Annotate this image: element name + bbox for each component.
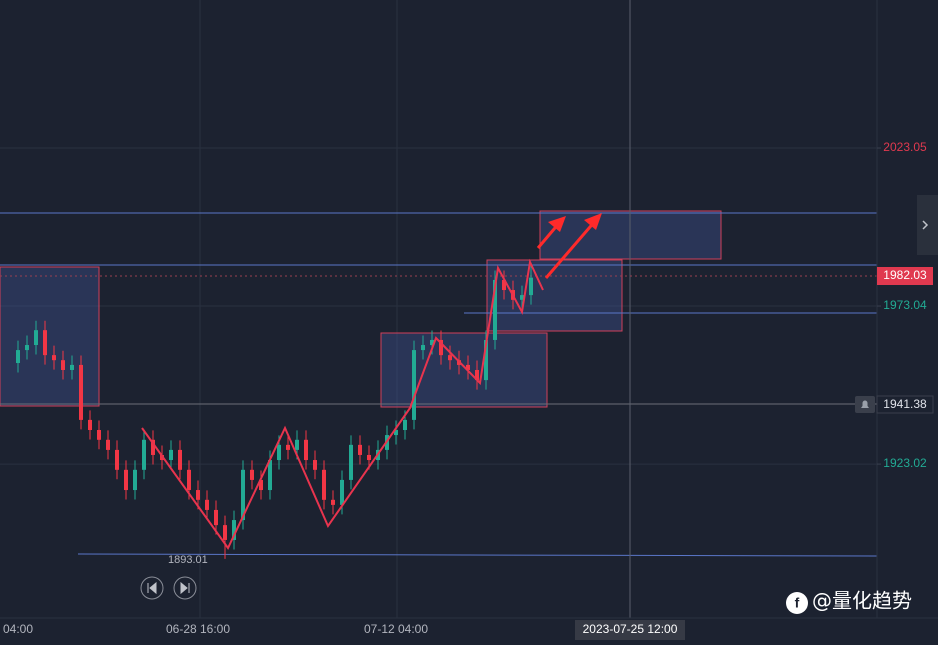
arrow-head [548,216,566,232]
candle-body [151,439,155,455]
candle-body [187,469,191,491]
candle-body [196,490,200,500]
zone-box [486,259,623,332]
candle-body [133,469,137,491]
candle-body [313,460,317,470]
candle-body [61,360,65,370]
candle-body [79,364,83,420]
candle-body [502,279,506,291]
arrows [536,213,602,279]
x-tick-label: 06-28 16:00 [166,622,230,636]
time-axis: 04:00 06-28 16:00 07-12 04:00 2023-07-25 12… [3,620,685,640]
candle-body [331,499,335,505]
candle-body [142,439,146,470]
candle-body [43,330,47,356]
candle-body [259,479,263,491]
candle-body [169,449,173,461]
watermark-text: @量化趋势 [812,589,912,613]
x-tick-label: 07-12 04:00 [364,622,428,636]
zone-box [380,332,548,408]
candle-body [124,469,128,491]
candle-body [178,449,182,470]
candle-body [448,355,452,361]
low-label: 1893.01 [168,554,208,566]
candle-body [205,499,209,510]
candle-body [16,350,20,364]
nav-buttons[interactable] [140,576,197,600]
candle-body [340,479,344,505]
crosshair-time-box [575,620,685,640]
candle-body [430,339,434,346]
candle-body [268,460,272,491]
candle-body [484,339,488,381]
side-toggle-icon [922,220,929,230]
last-price-box [877,267,933,285]
candle-body [214,509,218,526]
candle-body [475,369,479,381]
candle-body [250,469,254,480]
arrow-head [584,213,602,230]
last-price-label: 1982.03 [883,268,927,282]
candle-body [493,279,497,340]
candle-body [52,355,56,361]
candle-body [70,364,74,370]
watermark: f @量化趋势 [786,589,912,614]
y-tick-label: 1973.04 [883,298,927,312]
candle-body [322,469,326,500]
candle-body [88,419,92,431]
alert-icon [861,400,869,408]
candle-body [25,345,29,351]
zigzag [141,258,544,550]
y-tick-label: 2023.05 [883,140,927,154]
candle-body [295,439,299,450]
candle-body [304,439,308,461]
watermark-logo-mark: f [795,595,800,611]
y-tick-label: 1923.02 [883,456,927,470]
candle-body [106,439,110,450]
grid [0,147,877,465]
candle-body [34,330,38,346]
candle-body [466,364,470,370]
candle-body [97,430,101,440]
zone-box [0,266,100,407]
candle-body [286,444,290,450]
alert-price-box [876,395,934,414]
candle-body [403,419,407,431]
candle-body [241,469,245,521]
crosshair-time-label: 2023-07-25 12:00 [583,622,678,636]
candle-body [223,525,227,540]
h-line [77,553,878,557]
prev-icon [147,581,157,595]
candle-body [277,444,281,461]
candle-body [529,277,533,296]
candle-body [349,444,353,480]
watermark-logo [786,592,808,614]
alert-price-label: 1941.38 [883,397,927,411]
candle-body [358,444,362,455]
candle-body [412,350,416,420]
candle-body [439,339,443,356]
candle-body [115,449,119,470]
price-axis: 1923.02 1973.04 2023.05 [877,140,927,470]
candle-body [421,345,425,351]
candles [16,265,533,559]
x-tick-label: 04:00 [3,622,33,636]
candle-body [232,520,236,540]
next-icon [180,581,190,595]
candle-body [367,454,371,461]
arrow [544,219,598,279]
candle-body [394,430,398,436]
candle-body [520,295,524,300]
